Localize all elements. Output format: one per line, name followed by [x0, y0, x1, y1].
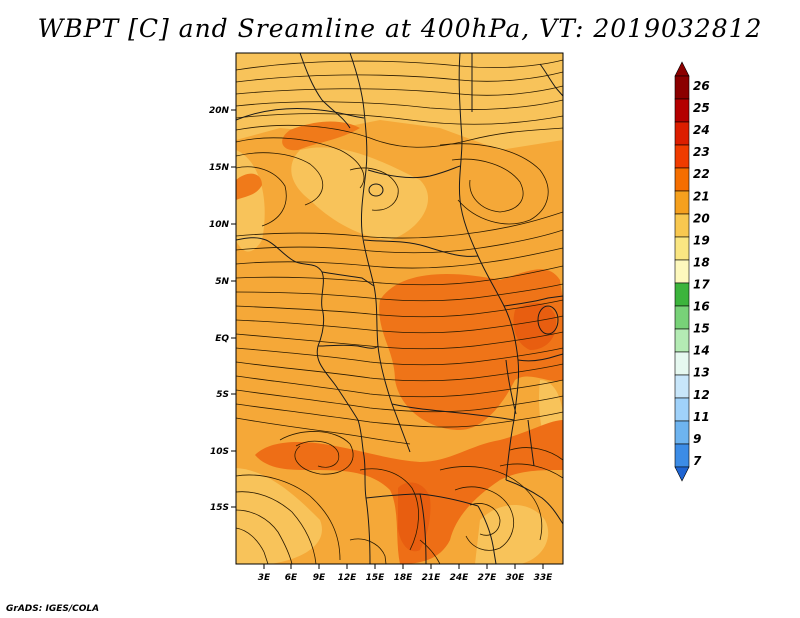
- lat-tick-15n: 15N: [209, 163, 230, 173]
- colorbar-segment: [674, 75, 690, 100]
- lon-tick-33e: 33E: [534, 573, 554, 583]
- colorbar-segment: [674, 98, 690, 123]
- colorbar-label: 11: [693, 410, 710, 424]
- lon-axis: [263, 564, 544, 569]
- lake-malawi: [527, 419, 535, 467]
- colorbar-label: 15: [693, 322, 710, 336]
- lon-tick-15e: 15E: [366, 573, 386, 583]
- boundary-car: [363, 239, 479, 257]
- wbpt-zone-20c-southwest: [236, 468, 322, 564]
- colorbar-label: 12: [693, 388, 710, 402]
- colorbar-label: 23: [693, 145, 710, 159]
- lon-tick-12e: 12E: [338, 573, 358, 583]
- lat-tick-10n: 10N: [209, 220, 230, 230]
- lon-tick-9e: 9E: [313, 573, 326, 583]
- boundary-botswana: [419, 493, 427, 564]
- wbpt-zone-20c-sahel: [291, 147, 429, 240]
- colorbar-segment: [674, 236, 690, 261]
- colorbar-label: 26: [693, 79, 710, 93]
- streamlines: [236, 59, 563, 564]
- boundary-gabon: [317, 344, 379, 349]
- lake-tanganyika: [505, 359, 517, 415]
- colorbar-max-arrow: [674, 61, 690, 77]
- grads-credit: GrADS: IGES/COLA: [6, 604, 100, 614]
- lon-tick-21e: 21E: [422, 573, 442, 583]
- boundary-zimbabwe: [477, 505, 497, 564]
- map-frame: [235, 52, 564, 565]
- colorbar-label: 9: [693, 432, 701, 446]
- colorbar-segment: [674, 443, 690, 468]
- wbpt-zone-20c-west: [236, 150, 265, 252]
- lake-chad: [368, 183, 384, 197]
- colorbar-segment: [674, 282, 690, 307]
- map-panel: [236, 53, 563, 564]
- colorbar-segment: [674, 397, 690, 422]
- boundary-sahel: [236, 108, 365, 121]
- boundary-east: [458, 53, 519, 481]
- colorbar-label: 13: [693, 366, 710, 380]
- colorbar-label: 22: [693, 167, 710, 181]
- colorbar-label: 24: [693, 123, 710, 137]
- boundary-uganda: [503, 295, 563, 307]
- wbpt-zone-22c-west: [236, 173, 262, 200]
- boundary-central: [349, 53, 411, 453]
- boundary-mozambique: [505, 479, 563, 525]
- wbpt-zone-22c-north: [282, 121, 360, 151]
- colorbar-segment: [674, 420, 690, 445]
- colorbar-segment: [674, 167, 690, 192]
- boundary-tanzania: [517, 353, 563, 362]
- colorbar-label: 14: [693, 344, 710, 358]
- lon-tick-24e: 24E: [450, 573, 470, 583]
- colorbar-label: 17: [693, 278, 710, 292]
- colorbar-segment: [674, 190, 690, 215]
- boundary-niger-chad: [299, 53, 351, 129]
- lon-tick-6e: 6E: [285, 573, 298, 583]
- colorbar-segment: [674, 305, 690, 330]
- lat-tick-10s: 10S: [210, 447, 229, 457]
- lat-tick-15s: 15S: [210, 503, 229, 513]
- colorbar-label: 19: [693, 233, 710, 247]
- lakes: [368, 183, 559, 467]
- colorbar-segment: [674, 121, 690, 146]
- lon-tick-18e: 18E: [394, 573, 414, 583]
- lat-tick-eq: EQ: [215, 334, 229, 344]
- wbpt-zone-23c-lakes: [513, 303, 557, 350]
- colorbar-label: 7: [693, 454, 702, 468]
- boundary-angola-drc: [391, 403, 515, 421]
- colorbar-label: 18: [693, 255, 710, 269]
- lat-tick-5s: 5S: [216, 390, 229, 400]
- map-title: WBPT [C] and Sreamline at 400hPa, VT: 20…: [37, 14, 763, 43]
- red-sea-coast: [539, 63, 563, 97]
- coastline-west: [236, 237, 371, 564]
- colorbar-segment: [674, 351, 690, 376]
- colorbar-segment: [674, 328, 690, 353]
- lat-axis: [231, 109, 236, 508]
- colorbar: 26 25 24 23 22 21 20 19 18 17 16 15 14 13 12 11 9 7: [674, 61, 710, 482]
- colorbar-segment: [674, 374, 690, 399]
- lon-tick-3e: 3E: [258, 573, 271, 583]
- colorbar-segment: [674, 259, 690, 284]
- lake-victoria: [537, 305, 559, 335]
- colorbar-label: 16: [693, 300, 710, 314]
- colorbar-label: 21: [693, 189, 710, 203]
- lat-tick-5n: 5N: [215, 277, 229, 287]
- boundary-cameroon: [321, 271, 375, 287]
- colorbar-label: 20: [693, 211, 710, 225]
- colorbar-min-arrow: [674, 466, 690, 482]
- colorbar-label: 25: [693, 101, 710, 115]
- lon-tick-27e: 27E: [478, 573, 498, 583]
- colorbar-segment: [674, 144, 690, 169]
- lon-tick-30e: 30E: [506, 573, 526, 583]
- country-boundaries: [236, 53, 563, 564]
- wbpt-zone-23c-south: [398, 482, 431, 552]
- colorbar-segment: [674, 213, 690, 238]
- boundary-chad-sudan: [367, 165, 461, 179]
- lat-tick-20n: 20N: [209, 106, 230, 116]
